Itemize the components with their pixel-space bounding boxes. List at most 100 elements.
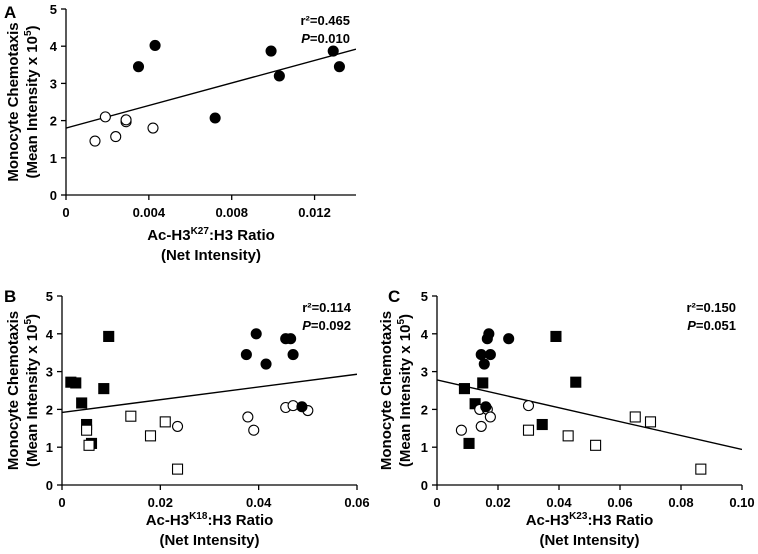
filled-circle-point [132, 61, 145, 73]
open-circle-point [120, 114, 132, 126]
open-circle-point [248, 424, 260, 436]
panel-letter: B [4, 287, 16, 306]
filled-circle-point [333, 61, 345, 73]
y-axis-label-part: (Mean Intensity x 10 [397, 325, 414, 468]
x-axis-label-line2: (Net Intensity) [539, 532, 639, 549]
y-tick-label: 2 [421, 402, 428, 417]
panel-c: C 0 1 2 3 4 5 0 0.02 0.04 0.06 0.08 0.10 Ac-H3K23:H3 … [378, 287, 755, 549]
x-axis-label-part: Ac-H3 [526, 512, 569, 529]
y-axis-label-part: ) [397, 314, 414, 319]
y-tick-label: 0 [46, 478, 53, 493]
open-square-point [125, 410, 137, 422]
filled-circle-point [209, 112, 221, 124]
y-tick-label: 0 [50, 188, 57, 203]
y-axis-label-part: ) [24, 314, 41, 319]
filled-circle-point [250, 328, 262, 340]
p-symbol: P [687, 318, 696, 333]
panel-letter: C [388, 287, 400, 306]
open-square-point [562, 430, 574, 442]
filled-square-point [550, 330, 562, 342]
y-tick-label: 4 [50, 39, 58, 54]
y-tick-label: 2 [46, 402, 53, 417]
filled-square-point [536, 418, 548, 431]
x-axis-label-part: :H3 Ratio [207, 512, 273, 529]
p-value-label: P=0.010 [301, 31, 350, 46]
filled-circle-point [475, 349, 487, 361]
y-tick-label: 5 [46, 289, 53, 304]
open-circle-point [455, 424, 467, 436]
x-tick-label: 0 [433, 495, 440, 510]
filled-circle-point [285, 333, 297, 345]
y-tick-label: 1 [421, 440, 428, 455]
y-axis-label-part: (Mean Intensity x 10 [24, 325, 41, 468]
panel-a: A 0 1 2 3 4 5 0 0.004 0.008 0.012 Ac-H3K27:H3 Ratio… [4, 2, 356, 264]
x-axis-label: Ac-H3K27:H3 Ratio [147, 226, 275, 244]
y-axis-label-superscript: 5 [396, 319, 407, 325]
x-axis-label-line2: (Net Intensity) [161, 247, 261, 264]
panel-letter: A [4, 3, 16, 22]
filled-circle-point [327, 45, 339, 57]
filled-circle-point [478, 358, 490, 370]
filled-circle-point [480, 401, 492, 413]
y-axis-label-line1: Monocyte Chemotaxis [5, 22, 22, 181]
r-squared-label: r²=0.114 [302, 300, 352, 315]
y-axis-label-part: ) [24, 25, 41, 30]
x-tick-label: 0.004 [133, 205, 166, 220]
x-tick-label: 0 [62, 205, 69, 220]
y-axis-label-line1: Monocyte Chemotaxis [5, 311, 22, 470]
x-tick-label: 0.08 [668, 495, 693, 510]
open-circle-point [89, 135, 101, 147]
y-tick-label: 0 [421, 478, 428, 493]
x-tick-label: 0.008 [215, 205, 248, 220]
filled-square-point [98, 383, 110, 395]
x-tick-label: 0.10 [729, 495, 754, 510]
filled-square-point [103, 330, 115, 342]
open-circle-point [147, 122, 159, 134]
y-tick-label: 3 [46, 365, 53, 380]
y-tick-label: 5 [421, 289, 428, 304]
filled-square-point [463, 437, 475, 449]
regression-line [62, 373, 357, 414]
y-tick-label: 1 [46, 440, 53, 455]
x-tick-label: 0.06 [344, 495, 369, 510]
open-circle-point [110, 131, 122, 143]
filled-circle-point [483, 328, 495, 340]
y-tick-label: 4 [421, 327, 429, 342]
panel-b: B 0 1 2 3 4 5 0 0.02 0.04 0.06 Ac-H3K18:H3 Ratio (Ne… [4, 287, 370, 549]
y-tick-label: 5 [50, 2, 57, 17]
filled-circle-point [273, 70, 285, 82]
x-tick-label: 0.02 [485, 495, 510, 510]
y-tick-label: 4 [46, 327, 54, 342]
open-square-point [590, 439, 602, 451]
open-circle-point [475, 420, 487, 432]
open-circle-point [522, 400, 535, 412]
filled-circle-point [240, 349, 252, 361]
open-square-point [144, 430, 157, 442]
x-tick-label: 0.012 [298, 205, 331, 220]
open-square-point [159, 416, 171, 428]
regression-line [437, 379, 742, 451]
x-axis-label-part: :H3 Ratio [587, 512, 653, 529]
y-axis-label-line2: (Mean Intensity x 105) [23, 314, 41, 467]
y-tick-label: 2 [50, 114, 57, 129]
open-square-point [171, 463, 184, 475]
x-axis-label: Ac-H3K18:H3 Ratio [146, 511, 274, 529]
x-tick-label: 0 [58, 495, 65, 510]
p-value-label: P=0.092 [302, 318, 351, 333]
y-axis-label-superscript: 5 [23, 319, 34, 325]
filled-circle-point [287, 349, 299, 361]
open-square-point [644, 416, 657, 428]
filled-square-point [458, 383, 471, 395]
y-axis-label-part: (Mean Intensity x 10 [24, 36, 41, 179]
p-symbol: P [302, 318, 311, 333]
y-axis-label-line1: Monocyte Chemotaxis [378, 311, 395, 470]
x-axis-label-part: Ac-H3 [147, 227, 190, 244]
open-square-point [695, 463, 707, 475]
x-tick-label: 0.02 [148, 495, 173, 510]
filled-circle-point [149, 39, 161, 52]
x-axis-label-superscript: K18 [189, 511, 208, 522]
x-axis-label-part: :H3 Ratio [209, 227, 275, 244]
p-symbol: P [301, 31, 310, 46]
open-square-point [522, 424, 535, 436]
